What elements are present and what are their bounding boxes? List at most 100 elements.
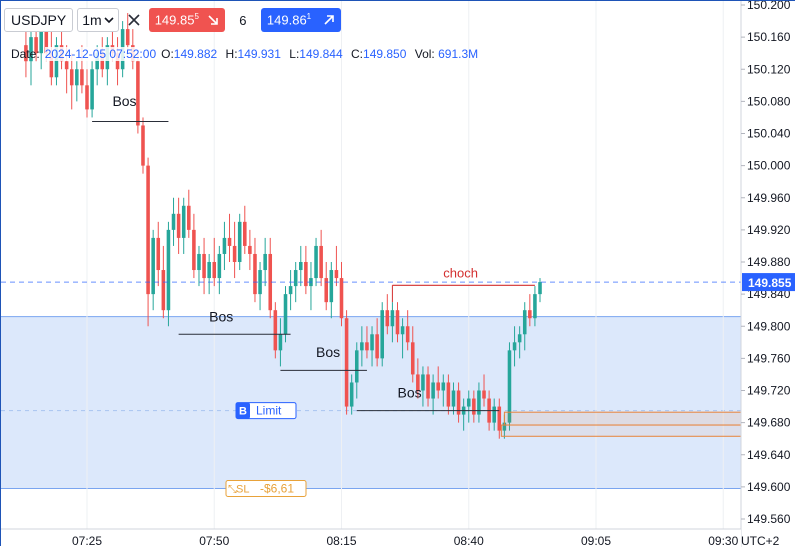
candle-body bbox=[197, 253, 201, 271]
close-icon[interactable] bbox=[123, 8, 145, 32]
candle-body bbox=[472, 398, 476, 415]
candle-body bbox=[390, 310, 395, 327]
candle-body bbox=[354, 350, 359, 383]
price-tick-label: 150.200 bbox=[747, 1, 791, 12]
candle-body bbox=[202, 253, 206, 279]
candle-body bbox=[451, 390, 456, 407]
candle-body bbox=[176, 213, 181, 238]
candle-body bbox=[416, 374, 420, 391]
candle-body bbox=[115, 53, 120, 70]
price-tick-label: 149.920 bbox=[747, 223, 791, 237]
candle-body bbox=[507, 350, 512, 423]
sell-price: 149.855 bbox=[154, 12, 199, 28]
candle-body bbox=[34, 37, 38, 54]
candle-body bbox=[136, 61, 140, 126]
order-box-upper bbox=[503, 411, 742, 426]
candle-body bbox=[446, 382, 451, 407]
date-label: Date: bbox=[11, 47, 40, 61]
candle-body bbox=[344, 318, 349, 407]
candle-body bbox=[400, 326, 405, 335]
candle-body bbox=[405, 326, 410, 343]
candle-body bbox=[187, 205, 191, 230]
current-price-box bbox=[742, 273, 795, 292]
candle-body bbox=[466, 398, 471, 407]
price-tick-label: 150.120 bbox=[747, 62, 791, 76]
candle-body bbox=[263, 253, 267, 271]
volume-value: 691.3M bbox=[438, 47, 479, 61]
candle-body bbox=[39, 29, 43, 54]
price-tick-label: 149.960 bbox=[747, 191, 791, 205]
candle-body bbox=[314, 245, 318, 279]
candle-body bbox=[533, 294, 537, 319]
buy-price-sup: 1 bbox=[306, 12, 312, 22]
symbol-button[interactable]: USDJPY bbox=[4, 8, 74, 32]
candle-body bbox=[253, 253, 257, 295]
candle-body bbox=[436, 382, 440, 391]
arrow-up-right-icon bbox=[324, 15, 334, 25]
candle-body bbox=[431, 382, 435, 399]
candle-body bbox=[324, 278, 329, 303]
candle-body bbox=[29, 37, 33, 62]
choch-label: choch bbox=[443, 265, 478, 280]
candle-body bbox=[477, 390, 481, 415]
candle-body bbox=[171, 213, 176, 230]
candle-body bbox=[365, 342, 369, 351]
drag-handle-icon: ⤡ bbox=[228, 483, 237, 495]
candle-body bbox=[421, 374, 425, 391]
candle-body bbox=[334, 270, 339, 279]
price-tick-label: 149.560 bbox=[747, 512, 791, 526]
candle-body bbox=[288, 286, 293, 295]
price-tick-label: 149.720 bbox=[747, 384, 791, 398]
bos-label: Bos bbox=[397, 385, 421, 401]
candle-body bbox=[502, 422, 507, 431]
limit-badge: B bbox=[239, 406, 247, 418]
candle-body bbox=[426, 374, 430, 399]
candle-body bbox=[339, 278, 344, 319]
candle-body bbox=[380, 310, 385, 359]
timezone-label: UTC+2 bbox=[741, 534, 780, 547]
timeframe-select[interactable]: 1m bbox=[77, 8, 119, 32]
candle-body bbox=[141, 125, 145, 166]
candle-body bbox=[181, 205, 186, 238]
candle-body bbox=[24, 45, 28, 62]
candle-body bbox=[100, 53, 105, 70]
sell-button[interactable]: 149.855 bbox=[148, 8, 225, 32]
buy-button[interactable]: 149.861 bbox=[260, 8, 341, 32]
candle-body bbox=[192, 229, 196, 271]
candle-body bbox=[304, 262, 308, 287]
candle-body bbox=[222, 237, 227, 254]
symbol-label: USDJPY bbox=[11, 12, 67, 28]
sl-value: -$6,61 bbox=[260, 481, 294, 495]
candle-body bbox=[212, 262, 217, 279]
bos-label: Bos bbox=[112, 93, 136, 109]
sl-order-tag bbox=[225, 479, 307, 497]
time-tick-label: 09:05 bbox=[581, 534, 611, 547]
low-value: 149.844 bbox=[299, 47, 343, 61]
ohlc-legend: Date: 2024-12-05 07:52:00 O:149.882 H:14… bbox=[11, 47, 478, 61]
candle-body bbox=[243, 221, 247, 246]
open-label: O: bbox=[161, 47, 174, 61]
candle-body bbox=[258, 270, 262, 295]
price-tick-label: 149.680 bbox=[747, 416, 791, 430]
candle-body bbox=[517, 334, 522, 343]
candle-body bbox=[95, 53, 99, 70]
arrow-down-right-icon bbox=[208, 15, 218, 25]
price-tick-label: 150.160 bbox=[747, 30, 791, 44]
bos-label: Bos bbox=[209, 308, 233, 324]
candle-body bbox=[54, 45, 59, 78]
candle-body bbox=[385, 310, 390, 327]
high-label: H: bbox=[225, 47, 238, 61]
limit-label: Limit bbox=[256, 404, 282, 418]
candle-body bbox=[69, 69, 74, 86]
candle-body bbox=[482, 390, 486, 399]
date-value: 2024-12-05 07:52:00 bbox=[44, 47, 157, 61]
candle-body bbox=[217, 253, 222, 279]
candle-body bbox=[64, 61, 69, 70]
candle-body bbox=[207, 262, 211, 279]
candle-body bbox=[360, 342, 364, 351]
candle-body bbox=[161, 270, 166, 311]
candle-body bbox=[80, 69, 84, 86]
